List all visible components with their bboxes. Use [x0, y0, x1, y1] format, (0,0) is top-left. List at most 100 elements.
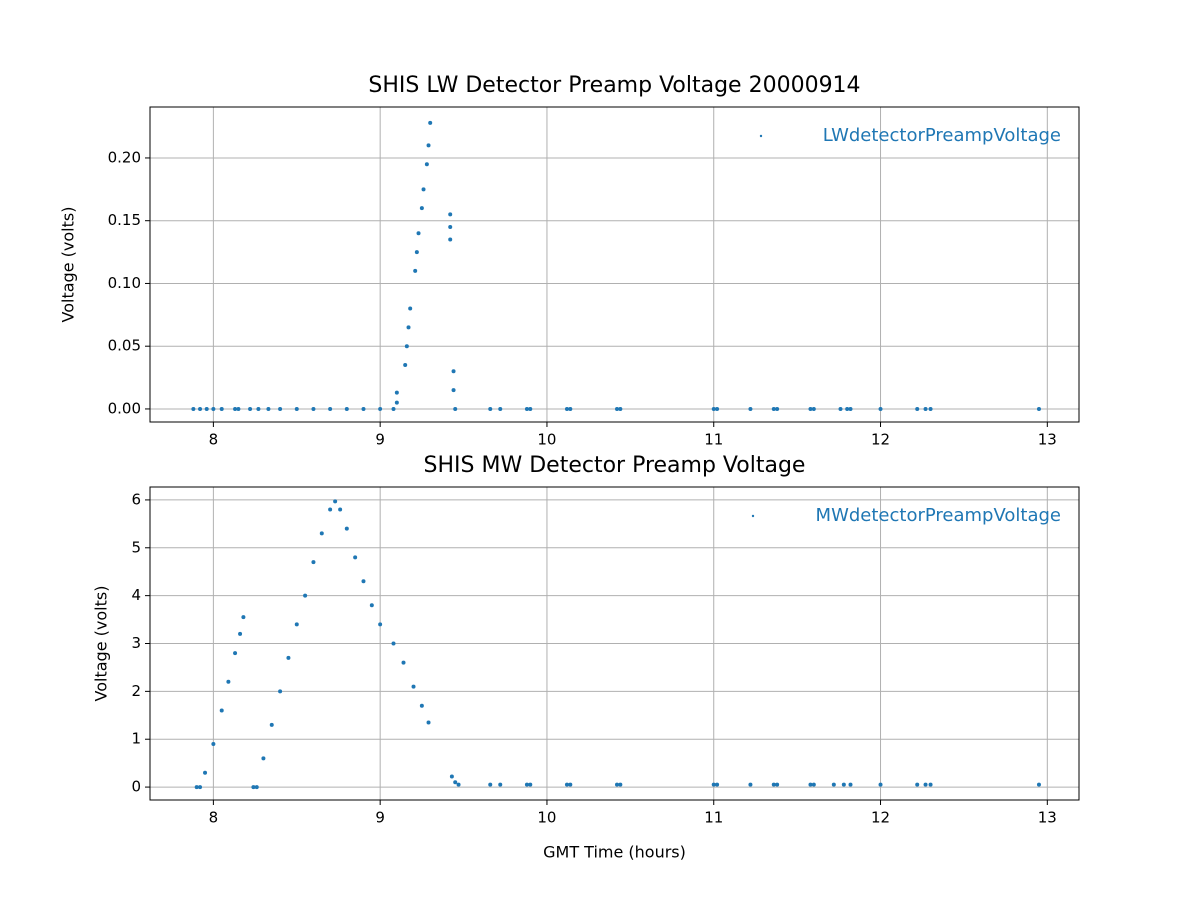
- data-point: [426, 720, 431, 725]
- data-point: [448, 237, 453, 242]
- legend-label: MWdetectorPreampVoltage: [816, 505, 1061, 526]
- data-point: [236, 406, 241, 411]
- data-point: [524, 782, 529, 787]
- data-point: [715, 406, 720, 411]
- data-point: [838, 406, 843, 411]
- x-tick-label: 9: [375, 431, 385, 449]
- data-point: [294, 622, 299, 627]
- data-point: [369, 603, 374, 608]
- data-point: [811, 782, 816, 787]
- data-point: [404, 344, 409, 349]
- data-point: [269, 722, 274, 727]
- axes-frame: [149, 106, 1080, 423]
- data-point: [254, 785, 259, 790]
- data-point: [403, 363, 408, 368]
- data-point: [424, 162, 429, 167]
- data-point: [564, 782, 569, 787]
- data-point: [915, 406, 920, 411]
- data-point: [266, 406, 271, 411]
- data-point: [198, 785, 203, 790]
- data-point: [219, 406, 224, 411]
- y-tick-label: 0: [131, 778, 141, 796]
- data-point: [615, 782, 620, 787]
- x-axis-label: GMT Time (hours): [543, 843, 686, 862]
- data-point: [361, 579, 366, 584]
- data-point: [344, 406, 349, 411]
- data-point: [294, 406, 299, 411]
- data-point: [711, 782, 716, 787]
- data-point: [401, 660, 406, 665]
- data-point: [286, 655, 291, 660]
- data-point: [378, 622, 383, 627]
- data-point: [748, 406, 753, 411]
- data-point: [878, 406, 883, 411]
- x-tick-label: 13: [1038, 431, 1057, 449]
- y-tick-label: 0.05: [108, 337, 141, 355]
- data-point: [328, 406, 333, 411]
- data-point: [319, 531, 324, 536]
- data-point: [419, 206, 424, 211]
- data-point: [848, 406, 853, 411]
- data-point: [928, 406, 933, 411]
- data-point: [808, 782, 813, 787]
- data-point: [453, 406, 458, 411]
- data-point: [451, 388, 456, 393]
- data-point: [191, 406, 196, 411]
- data-point: [416, 231, 421, 236]
- data-point: [198, 406, 203, 411]
- data-point: [333, 499, 338, 504]
- data-point: [449, 774, 454, 779]
- data-point: [241, 615, 246, 620]
- data-point: [1036, 782, 1041, 787]
- y-tick-label: 1: [131, 730, 141, 748]
- data-point: [344, 526, 349, 531]
- data-point: [311, 406, 316, 411]
- data-point: [456, 782, 461, 787]
- chart-title: SHIS MW Detector Preamp Voltage: [424, 453, 806, 478]
- data-point: [711, 406, 716, 411]
- legend-label: LWdetectorPreampVoltage: [823, 125, 1061, 146]
- x-tick-label: 12: [871, 809, 890, 827]
- data-point: [394, 400, 399, 405]
- data-point: [771, 782, 776, 787]
- data-point: [233, 651, 238, 656]
- y-tick-label: 0.20: [108, 148, 141, 166]
- data-point: [378, 406, 383, 411]
- y-tick-label: 6: [131, 490, 141, 508]
- x-tick-label: 9: [375, 809, 385, 827]
- data-point: [528, 782, 533, 787]
- data-point: [421, 187, 426, 192]
- y-tick-label: 0.00: [108, 399, 141, 417]
- data-point: [564, 406, 569, 411]
- data-point: [928, 782, 933, 787]
- data-point: [419, 703, 424, 708]
- data-point: [448, 212, 453, 217]
- data-point: [878, 782, 883, 787]
- data-point: [831, 782, 836, 787]
- axes-frame: [149, 486, 1080, 801]
- data-point: [251, 785, 256, 790]
- legend-marker: [751, 514, 755, 518]
- data-point: [233, 406, 238, 411]
- data-point: [211, 406, 216, 411]
- chart-title: SHIS LW Detector Preamp Voltage 20000914: [368, 73, 860, 98]
- x-tick-label: 8: [209, 431, 219, 449]
- data-point: [498, 782, 503, 787]
- y-tick-label: 2: [131, 682, 141, 700]
- data-point: [238, 631, 243, 636]
- y-tick-label: 0.15: [108, 211, 141, 229]
- data-point: [498, 406, 503, 411]
- x-tick-label: 12: [871, 431, 890, 449]
- data-point: [311, 560, 316, 565]
- legend-marker: [759, 134, 763, 138]
- data-point: [618, 406, 623, 411]
- y-tick-label: 4: [131, 586, 141, 604]
- data-point: [413, 268, 418, 273]
- data-point: [715, 782, 720, 787]
- data-point: [278, 689, 283, 694]
- x-tick-label: 13: [1038, 809, 1057, 827]
- data-point: [811, 406, 816, 411]
- data-point: [303, 593, 308, 598]
- data-point: [568, 406, 573, 411]
